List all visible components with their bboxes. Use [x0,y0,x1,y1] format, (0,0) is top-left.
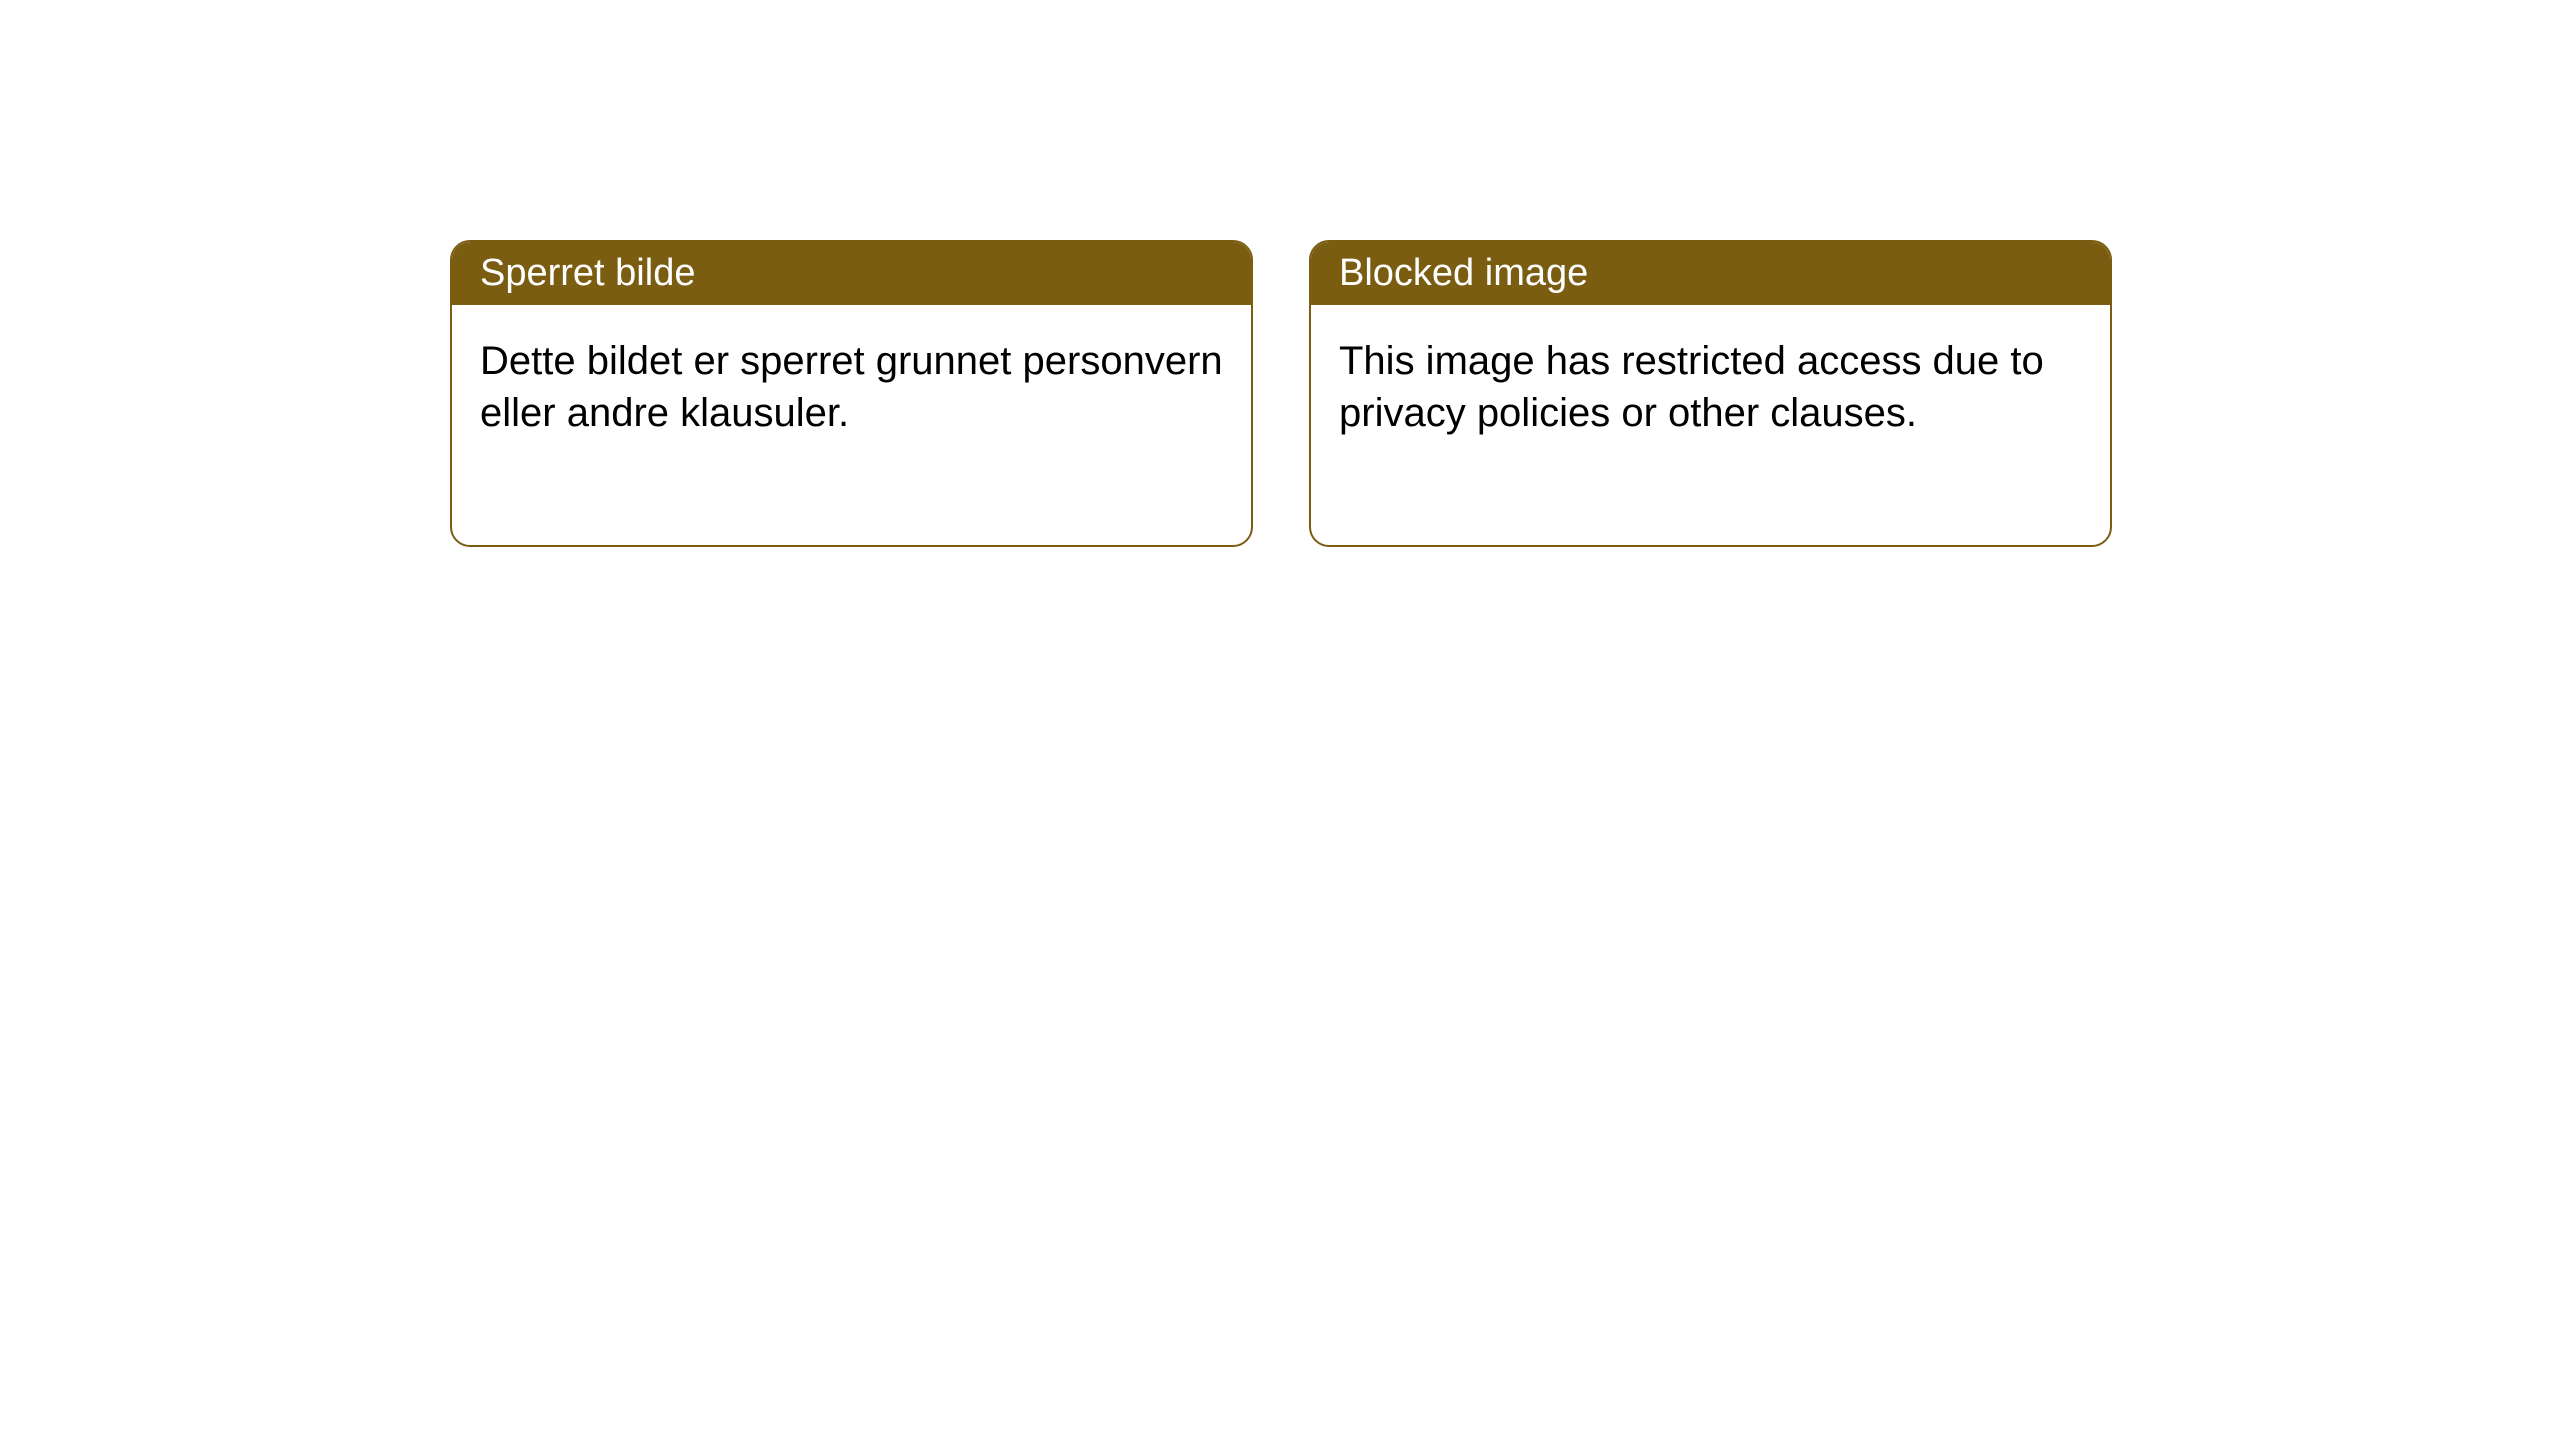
notice-box-english: Blocked image This image has restricted … [1309,240,2112,547]
notice-title: Blocked image [1311,242,2110,305]
notice-body: This image has restricted access due to … [1311,305,2110,545]
notice-box-norwegian: Sperret bilde Dette bildet er sperret gr… [450,240,1253,547]
notice-container: Sperret bilde Dette bildet er sperret gr… [0,0,2560,547]
notice-body: Dette bildet er sperret grunnet personve… [452,305,1251,545]
notice-title: Sperret bilde [452,242,1251,305]
